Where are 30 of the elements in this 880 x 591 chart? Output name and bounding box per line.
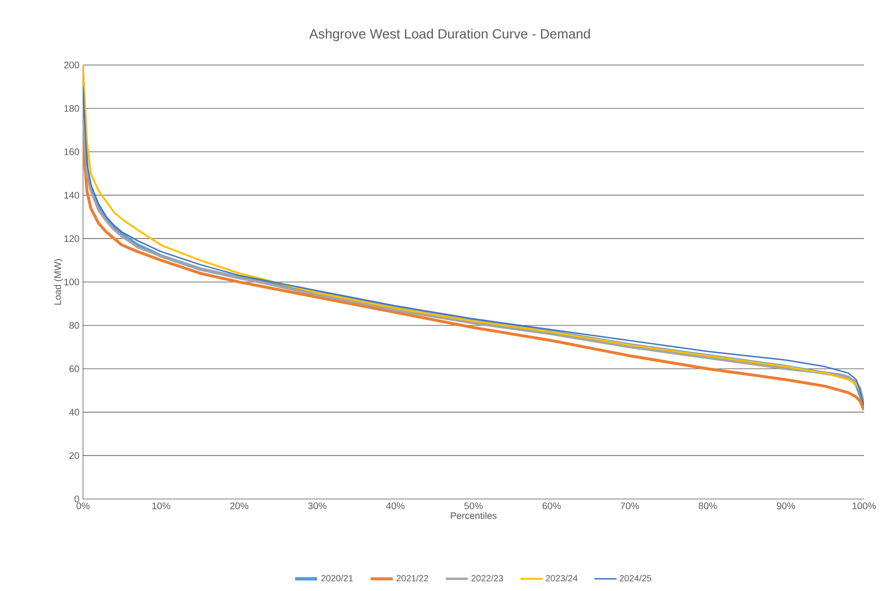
x-tick-label: 70% [620, 502, 639, 510]
y-tick-label: 140 [64, 192, 80, 199]
x-tick-label: 100% [852, 502, 876, 510]
x-tick-label: 0% [76, 502, 90, 510]
y-tick-label: 20 [69, 452, 80, 459]
x-tick-label: 20% [230, 502, 248, 510]
y-tick-label: 180 [64, 105, 80, 112]
x-tick-label: 40% [386, 502, 405, 510]
y-axis-title: Load (MW) [54, 259, 63, 305]
chart-title: Ashgrove West Load Duration Curve - Demand [309, 28, 590, 42]
legend-label: 2022/23 [472, 574, 504, 582]
y-tick-label: 60 [69, 365, 80, 372]
x-tick-label: 90% [776, 502, 796, 510]
legend-label: 2023/24 [546, 574, 578, 582]
legend-label: 2020/21 [321, 574, 353, 582]
x-tick-label: 10% [152, 502, 170, 510]
y-tick-label: 120 [64, 235, 80, 242]
legend-label: 2024/25 [620, 574, 652, 582]
y-tick-label: 40 [69, 408, 80, 416]
y-tick-label: 0 [74, 496, 80, 502]
y-tick-label: 100 [64, 278, 80, 286]
legend-label: 2021/22 [396, 574, 428, 582]
y-tick-label: 160 [64, 148, 80, 156]
x-tick-label: 60% [542, 502, 561, 510]
y-tick-label: 80 [69, 322, 80, 329]
x-tick-label: 50% [464, 502, 483, 510]
x-tick-label: 30% [308, 502, 326, 510]
y-tick-label: 200 [64, 62, 80, 68]
x-axis-title: Percentiles [450, 512, 497, 519]
x-tick-label: 80% [698, 502, 717, 510]
